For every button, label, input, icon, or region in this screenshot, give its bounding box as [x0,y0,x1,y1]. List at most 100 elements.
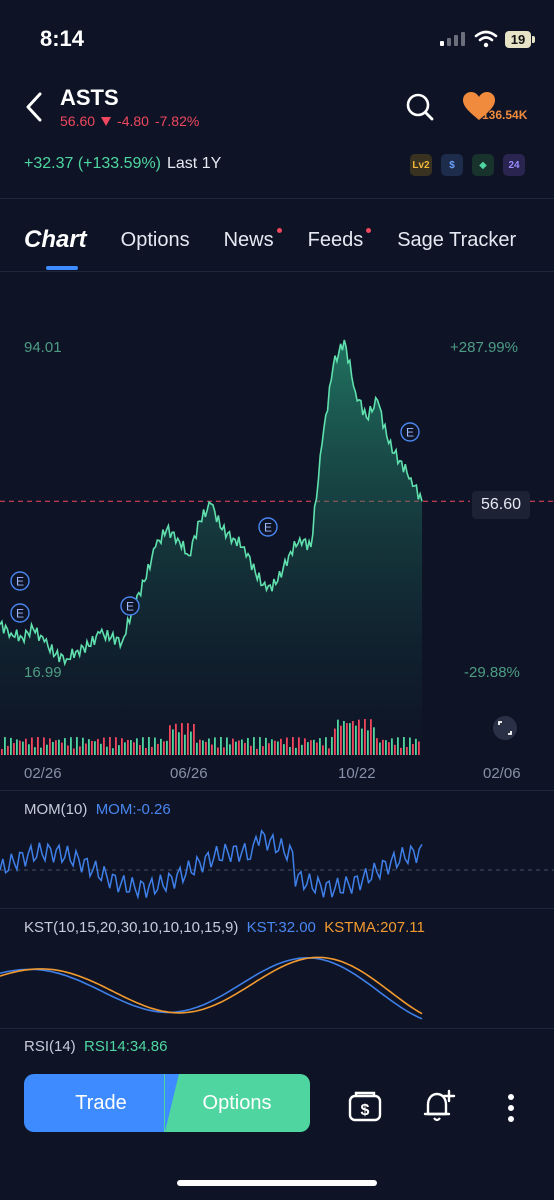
volume-bar [187,723,189,755]
performance-summary: +32.37 (+133.59%) Last 1Y [24,155,221,173]
add-alert-icon[interactable] [422,1088,456,1124]
volume-bar [46,744,48,755]
wifi-icon [474,30,498,48]
volume-bar [340,725,342,755]
volume-bar [49,738,51,755]
volume-bar [175,723,177,755]
volume-bar [367,730,369,755]
volume-bar [406,747,408,755]
volume-bar [25,738,27,755]
volume-bar [1,749,3,755]
volume-bar [361,728,363,755]
volume-bar [4,737,6,755]
volume-bar [211,744,213,755]
volume-bar [352,721,354,755]
volume-bar [157,743,159,755]
volume-bar [277,741,279,755]
earnings-markers: E E E E E [10,422,420,623]
feature-badges: Lv2 $ ◆ 24 [410,154,525,176]
trade-button[interactable]: Trade [24,1074,178,1132]
volume-bar [190,731,192,755]
price-change-pct: -7.82% [154,113,200,129]
volume-bar [43,737,45,755]
volume-bar [109,737,111,755]
volume-bar [370,719,372,755]
last-price: 56.60 [60,113,96,129]
header-divider [0,198,554,199]
volume-bar [166,740,168,755]
volume-bar [235,741,237,755]
volume-bar [31,737,33,755]
volume-bar [154,737,156,755]
price-quote: 56.60 -4.80 -7.82% [60,113,199,129]
earnings-marker [258,517,278,537]
volume-bar [217,747,219,755]
ticker-symbol: ASTS [60,85,119,110]
volume-bar [70,737,72,755]
tab-sage-tracker[interactable]: Sage Tracker [397,228,517,251]
volume-bar [268,743,270,755]
diamond-badge[interactable]: ◆ [472,154,494,176]
battery-tip [532,36,535,43]
status-time: 8:14 [40,26,85,51]
volume-bar [385,740,387,755]
volume-bar [148,737,150,755]
mom-indicator-label[interactable]: MOM(10) MOM:-0.26 [24,801,171,818]
volume-bar [265,737,267,755]
x-label-2: 10/22 [338,765,376,782]
earnings-marker-label: E [126,600,134,614]
volume-bar [337,719,339,755]
volume-bar [322,745,324,755]
volume-bar [91,740,93,755]
volume-bar [379,742,381,755]
volume-bar [76,737,78,755]
volume-bar [397,737,399,755]
tab-feeds[interactable]: Feeds [308,227,372,252]
cash-icon[interactable]: $ [348,1090,382,1122]
feeds-unread-dot [366,227,372,233]
tab-chart[interactable]: Chart [24,226,87,253]
kst-indicator-label[interactable]: KST(10,15,20,30,10,10,10,15,9) KST:32.00… [24,919,425,936]
chart-high-pct: +287.99% [450,339,518,356]
volume-bar [112,748,114,755]
performance-period: Last 1Y [167,155,222,172]
volume-bar [247,737,249,755]
volume-bar [271,739,273,755]
volume-bar [28,744,30,755]
earnings-marker [120,596,140,616]
mom-divider [0,908,554,909]
volume-bar [238,740,240,755]
volume-bar [208,738,210,755]
kst-chart [0,956,423,1020]
volume-bar [226,737,228,755]
volume-bar [289,747,291,755]
search-icon[interactable] [405,92,435,122]
rsi-indicator-label[interactable]: RSI(14) RSI14:34.86 [24,1038,168,1055]
volume-bar [130,740,132,755]
volume-bar [349,723,351,755]
dollar-swap-badge[interactable]: $ [441,154,463,176]
tab-news[interactable]: News [224,227,282,252]
volume-bar [358,719,360,755]
expand-chart-button[interactable] [493,716,517,740]
volume-bar [223,747,225,755]
price-chart[interactable]: E E E E E [0,300,554,760]
back-icon[interactable] [24,92,44,122]
heart-icon[interactable] [462,92,496,122]
level2-badge[interactable]: Lv2 [410,154,432,176]
volume-bar [7,745,9,755]
tab-options[interactable]: Options [120,228,190,251]
24h-badge[interactable]: 24 [503,154,525,176]
volume-bar [334,728,336,755]
volume-bar [328,748,330,755]
volume-bar [100,743,102,755]
volume-bar [121,738,123,755]
mom-chart [0,829,554,900]
volume-bar [313,739,315,755]
volume-bar [412,744,414,755]
more-icon[interactable] [505,1092,517,1124]
volume-bar [172,729,174,755]
volume-bar [280,738,282,755]
volume-bar [250,745,252,755]
options-button[interactable]: Options [164,1074,310,1132]
